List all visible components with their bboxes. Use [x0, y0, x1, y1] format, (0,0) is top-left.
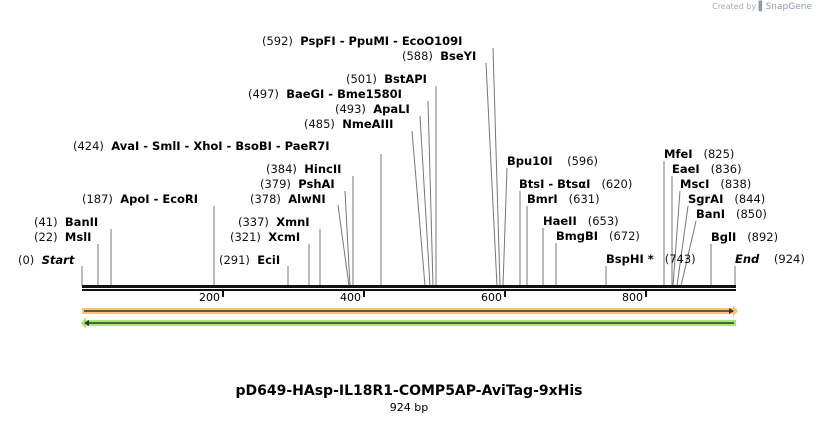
dna-backbone	[82, 285, 736, 291]
site-pspfi-group[interactable]: (592) PspFI - PpuMI - EcoO109I	[262, 34, 463, 48]
tick-label-600: 600	[481, 291, 502, 304]
site-apali[interactable]: (493) ApaLI	[335, 102, 410, 116]
construct-length: 924 bp	[389, 401, 429, 414]
site-haeii[interactable]: HaeII (653)	[543, 214, 619, 228]
site-xmni[interactable]: (337) XmnI	[238, 215, 310, 229]
tick-label-200: 200	[199, 291, 220, 304]
site-alwni[interactable]: (378) AlwNI	[250, 192, 326, 206]
site-ecii[interactable]: (291) EciI	[219, 253, 281, 267]
site-baegi-bme1580i[interactable]: (497) BaeGI - Bme1580I	[248, 87, 402, 101]
site-bmri[interactable]: BmrI (631)	[527, 192, 600, 206]
site-bani[interactable]: BanI (850)	[696, 207, 767, 221]
site-end[interactable]: End (924)	[735, 252, 805, 266]
site-nmeaiii[interactable]: (485) NmeAIII	[304, 117, 394, 131]
cut-site-lines	[81, 47, 736, 287]
site-sgrai[interactable]: SgrAI (844)	[688, 192, 766, 206]
site-xcmi[interactable]: (321) XcmI	[230, 230, 301, 244]
site-mfei[interactable]: MfeI (825)	[664, 147, 735, 161]
site-banii[interactable]: (41) BanII	[34, 215, 99, 229]
site-bsphi[interactable]: BspHI * (743)	[606, 252, 696, 266]
credit-prefix: Created by	[712, 2, 757, 11]
tick-label-400: 400	[340, 291, 361, 304]
site-bseyi[interactable]: (588) BseYI	[402, 49, 477, 63]
site-start[interactable]: (0) Start	[18, 253, 75, 267]
site-bpu10i[interactable]: Bpu10I (596)	[507, 154, 599, 168]
site-hincii[interactable]: (384) HincII	[266, 162, 342, 176]
site-pshai[interactable]: (379) PshAI	[260, 177, 335, 191]
site-apoi-ecori[interactable]: (187) ApoI - EcoRI	[82, 192, 199, 206]
site-bmgbi[interactable]: BmgBI (672)	[556, 229, 640, 243]
axis-ticks	[222, 291, 647, 297]
site-btsi-group[interactable]: BtsI - BtsαI (620)	[519, 177, 633, 191]
forward-feature[interactable]	[82, 305, 738, 317]
site-eaei[interactable]: EaeI (836)	[672, 162, 742, 176]
site-msli[interactable]: (22) MslI	[34, 230, 92, 244]
site-bstapi[interactable]: (501) BstAPI	[346, 72, 427, 86]
construct-title: pD649-HAsp-IL18R1-COMP5AP-AviTag-9xHis	[235, 383, 583, 399]
site-avai-group[interactable]: (424) AvaI - SmlI - XhoI - BsoBI - PaeR7…	[73, 139, 330, 153]
site-bgli[interactable]: BglI (892)	[711, 230, 779, 244]
snapgene-logo: ▌SnapGene	[758, 2, 812, 12]
snapgene-credit: Created by ▌SnapGene	[712, 2, 812, 12]
site-msci[interactable]: MscI (838)	[680, 177, 752, 191]
reverse-feature[interactable]	[81, 317, 736, 329]
tick-label-800: 800	[622, 291, 643, 304]
